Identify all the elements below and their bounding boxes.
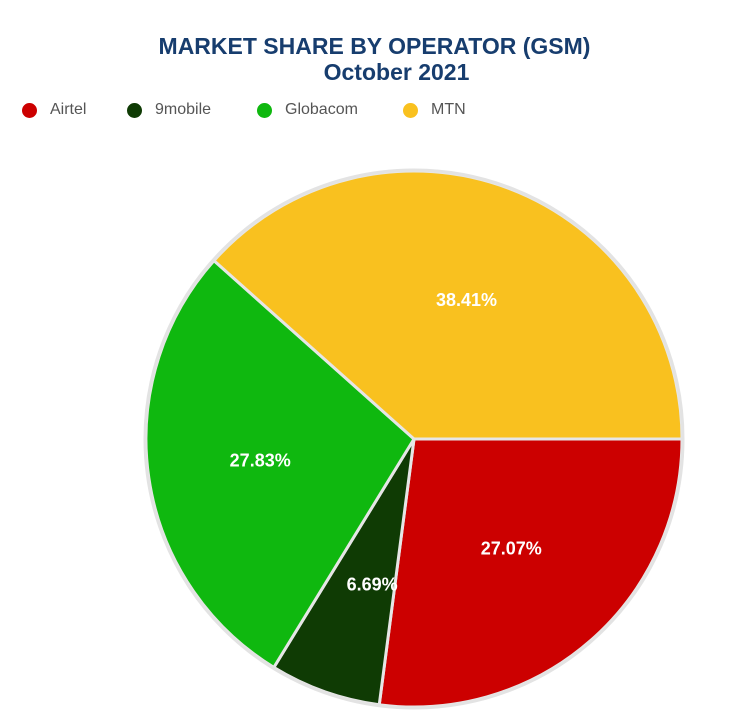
legend-label-globacom: Globacom <box>285 101 358 118</box>
data-label-globacom: 27.83% <box>230 450 291 470</box>
legend-item-mtn[interactable]: MTN <box>403 98 466 122</box>
legend-swatch-mtn <box>403 102 418 118</box>
pie-slice-airtel[interactable] <box>377 437 684 709</box>
data-label-9mobile: 6.69% <box>347 574 398 594</box>
legend-label-airtel: Airtel <box>50 101 87 118</box>
legend-label-mtn: MTN <box>431 101 466 118</box>
data-label-mtn: 38.41% <box>436 290 497 310</box>
legend-item-9mobile[interactable]: 9mobile <box>127 98 211 122</box>
legend-item-globacom[interactable]: Globacom <box>257 98 358 122</box>
data-label-airtel: 27.07% <box>481 539 542 559</box>
legend-item-airtel[interactable]: Airtel <box>22 98 86 122</box>
chart-subtitle: October 2021 <box>323 59 470 85</box>
pie-data-labels: 27.07% 6.69% 27.83% 38.41% <box>230 290 542 594</box>
pie-slices <box>144 169 684 709</box>
legend-label-9mobile: 9mobile <box>155 101 212 118</box>
legend-swatch-9mobile <box>127 102 142 118</box>
legend-swatch-airtel <box>22 102 37 118</box>
pie-rim <box>143 168 685 710</box>
legend-swatch-globacom <box>257 102 272 118</box>
chart-title: MARKET SHARE BY OPERATOR (GSM) <box>158 33 591 59</box>
